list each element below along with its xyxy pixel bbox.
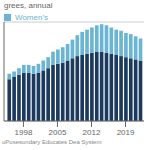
svg-text:2012: 2012 xyxy=(83,128,101,135)
svg-text:1998: 1998 xyxy=(15,128,33,135)
html-text:uPosesondary Educates Dea Syst: uPosesondary Educates Dea System xyxy=(2,139,102,145)
html-text:Women's: Women's xyxy=(15,13,48,22)
svg-text:2019: 2019 xyxy=(117,128,135,135)
svg-text:2005: 2005 xyxy=(49,128,67,135)
html-text:grees, annual: grees, annual xyxy=(4,1,53,10)
